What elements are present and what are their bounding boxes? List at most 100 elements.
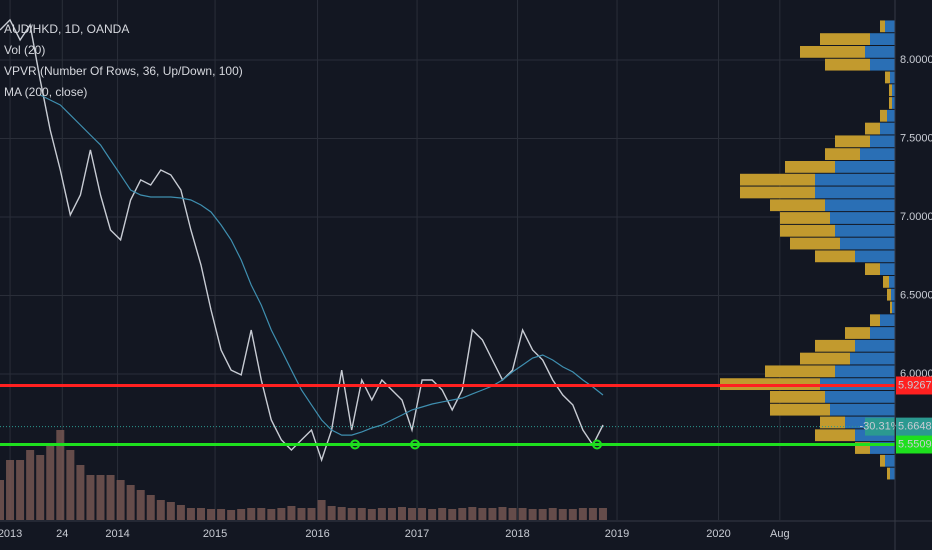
vpvr-up (885, 454, 895, 467)
x-tick-label: 2016 (305, 528, 329, 540)
x-tick-label: 2019 (605, 528, 629, 540)
volume-bar (176, 505, 185, 520)
vpvr-down (865, 122, 880, 135)
y-tick-label: 8.00000 (900, 54, 932, 66)
volume-bar (287, 506, 296, 520)
vpvr-down (780, 224, 835, 237)
volume-bar (347, 508, 356, 520)
volume-bar (488, 508, 497, 520)
vpvr-up (830, 403, 895, 416)
volume-bar (387, 508, 396, 520)
volume-bar (588, 508, 597, 520)
vpvr-up (889, 276, 895, 288)
grid (0, 0, 895, 520)
vpvr-down (880, 109, 887, 122)
vpvr-up (890, 467, 895, 480)
volume-bar (116, 480, 125, 520)
x-tick-label: 2018 (505, 528, 529, 540)
support-touch (410, 439, 421, 450)
vpvr-down (845, 327, 870, 339)
volume-bar (166, 502, 175, 520)
vpvr-down (740, 173, 815, 186)
volume-bar (337, 507, 346, 520)
vpvr-down (855, 442, 870, 454)
volume-bar (397, 507, 406, 520)
volume-bar (106, 475, 115, 520)
ma-line (39, 94, 604, 436)
volume-bar (578, 508, 587, 520)
volume-bar (518, 508, 527, 520)
vpvr-down (780, 212, 830, 224)
volume-bar (76, 465, 85, 520)
volume-bar (0, 480, 4, 520)
volume-bar (237, 509, 246, 520)
vpvr-down (887, 467, 890, 480)
vpvr-up (891, 288, 895, 301)
volume-bar (568, 509, 577, 520)
volume-bar (317, 500, 326, 520)
vpvr-down (770, 391, 825, 403)
vpvr-up (865, 45, 895, 58)
vpvr-down (889, 97, 892, 109)
vpvr-up (870, 58, 895, 71)
volume-bar (538, 509, 547, 520)
vpvr-up (885, 20, 895, 33)
volume-bar (36, 455, 45, 520)
last-price-label: 5.66485 (898, 421, 932, 433)
vpvr-down (890, 301, 892, 314)
support-touch (592, 439, 603, 450)
vpvr-up (870, 33, 895, 45)
volume-bar (146, 495, 155, 520)
volume-bar (16, 460, 25, 520)
x-tick-label: 2013 (0, 528, 22, 540)
vpvr-down (770, 199, 825, 212)
vpvr-down (835, 135, 870, 148)
vpvr-down (825, 58, 870, 71)
vpvr-up (880, 263, 895, 276)
volume-bar (418, 508, 427, 520)
volume-bar (277, 508, 286, 520)
volume-bar (558, 509, 567, 520)
vpvr-up (815, 186, 895, 199)
volume-bar (357, 508, 366, 520)
vpvr-down (815, 429, 855, 442)
vpvr-up (855, 250, 895, 263)
volume-bar (528, 509, 537, 520)
level-label: 5.92672 (898, 379, 932, 391)
volume-bar (428, 509, 437, 520)
vpvr-up (892, 97, 895, 109)
volume-bar (207, 509, 216, 520)
volume-bar (96, 475, 105, 520)
vpvr-up (835, 224, 895, 237)
volume-bar (86, 475, 95, 520)
volume-bar (156, 500, 165, 520)
volume-bar (367, 509, 376, 520)
indicator-label: Vol (20) (4, 43, 45, 57)
support-touch (350, 439, 361, 450)
volume-bar (297, 508, 306, 520)
vpvr-down (870, 314, 880, 327)
volume-bar (307, 508, 316, 520)
vpvr-up (880, 314, 895, 327)
marks (0, 18, 895, 520)
vpvr-up (815, 173, 895, 186)
y-tick-label: 6.50000 (900, 289, 932, 301)
vpvr-up (850, 352, 895, 365)
x-tick-label: 2014 (105, 528, 129, 540)
last-price-box (896, 417, 932, 436)
x-tick-label: 2020 (706, 528, 730, 540)
vpvr-down (740, 186, 815, 199)
vpvr-up (835, 161, 895, 173)
vpvr-down (880, 454, 885, 467)
change-label: -30.31% (860, 421, 901, 433)
vpvr-up (892, 301, 895, 314)
volume-bar (126, 485, 135, 520)
vpvr-down (820, 33, 870, 45)
vpvr-down (815, 250, 855, 263)
vpvr-down (865, 263, 880, 276)
volume-bar (227, 510, 236, 520)
vpvr-down (825, 148, 860, 161)
vpvr-up (870, 442, 895, 454)
